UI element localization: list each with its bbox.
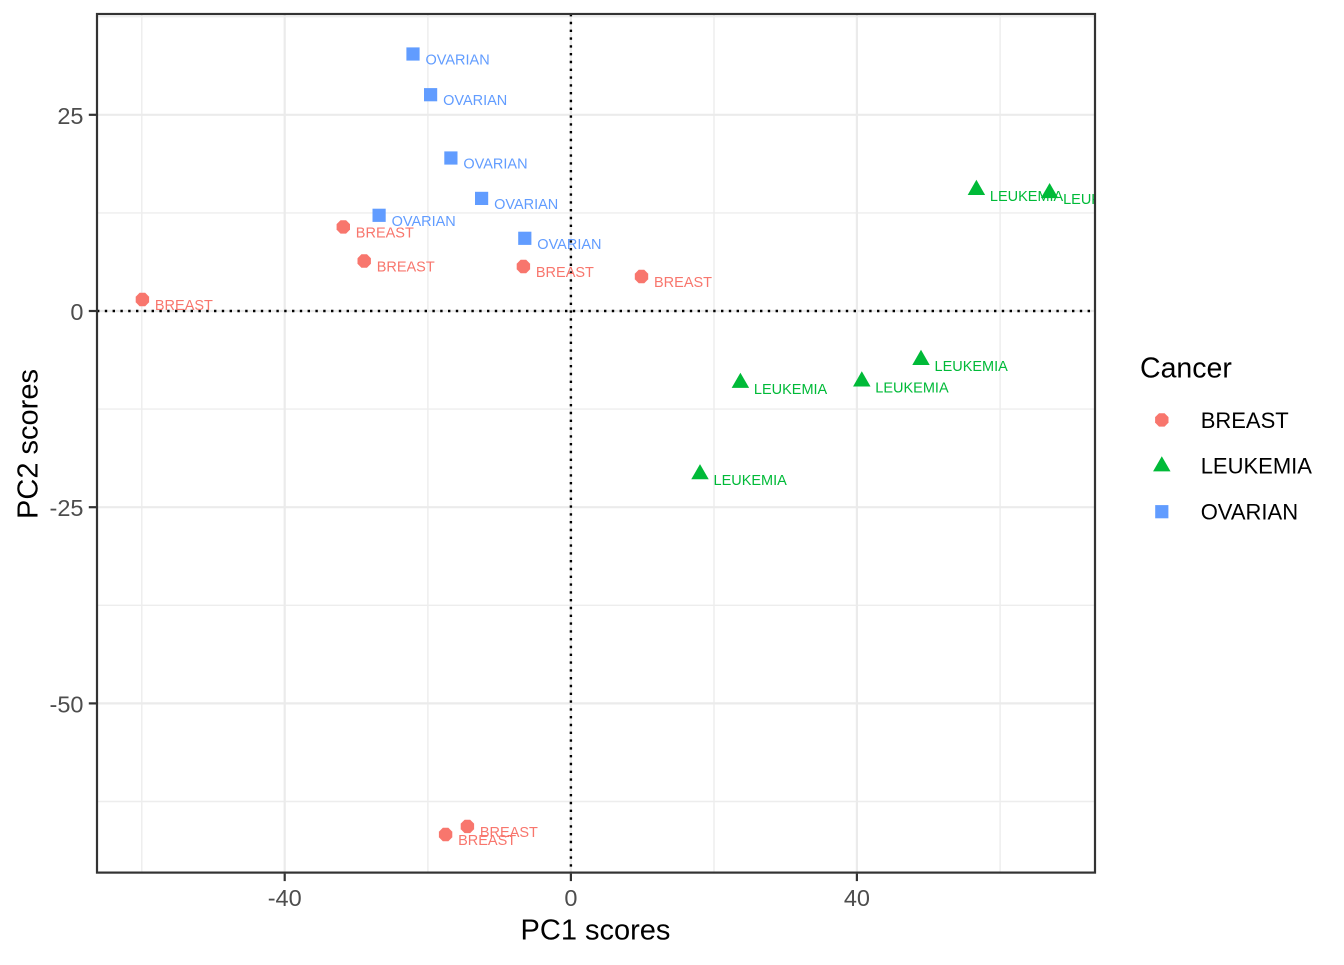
svg-text:LEUKEMIA: LEUKEMIA [935,359,1009,375]
svg-text:BREAST: BREAST [458,833,516,849]
svg-text:0: 0 [564,885,577,911]
svg-text:LEUKEMIA: LEUKEMIA [1063,192,1137,208]
svg-text:LEUKEMIA: LEUKEMIA [1201,454,1313,479]
svg-text:LEUKEMIA: LEUKEMIA [754,382,828,398]
svg-text:40: 40 [844,885,870,911]
svg-text:PC1 scores: PC1 scores [521,915,671,947]
svg-text:-25: -25 [50,495,84,521]
svg-text:OVARIAN: OVARIAN [463,157,527,173]
svg-text:BREAST: BREAST [480,825,538,841]
svg-text:BREAST: BREAST [356,225,414,241]
svg-text:-50: -50 [50,691,84,717]
svg-text:BREAST: BREAST [377,260,435,276]
svg-text:BREAST: BREAST [155,298,213,314]
svg-text:LEUKEMIA: LEUKEMIA [875,380,949,396]
svg-text:OVARIAN: OVARIAN [426,53,490,69]
svg-text:OVARIAN: OVARIAN [392,214,456,230]
svg-text:OVARIAN: OVARIAN [537,237,601,253]
svg-text:OVARIAN: OVARIAN [1201,500,1298,525]
svg-text:PC2 scores: PC2 scores [13,369,45,519]
svg-text:0: 0 [70,299,83,325]
svg-text:BREAST: BREAST [654,275,712,291]
svg-text:25: 25 [57,103,83,129]
svg-text:-40: -40 [268,885,302,911]
svg-text:LEUKEMIA: LEUKEMIA [714,473,788,489]
svg-text:OVARIAN: OVARIAN [443,93,507,109]
svg-text:BREAST: BREAST [536,265,594,281]
svg-text:LEUKEMIA: LEUKEMIA [990,189,1064,205]
svg-text:BREAST: BREAST [1201,408,1289,433]
svg-text:OVARIAN: OVARIAN [494,197,558,213]
svg-text:Cancer: Cancer [1140,353,1232,385]
